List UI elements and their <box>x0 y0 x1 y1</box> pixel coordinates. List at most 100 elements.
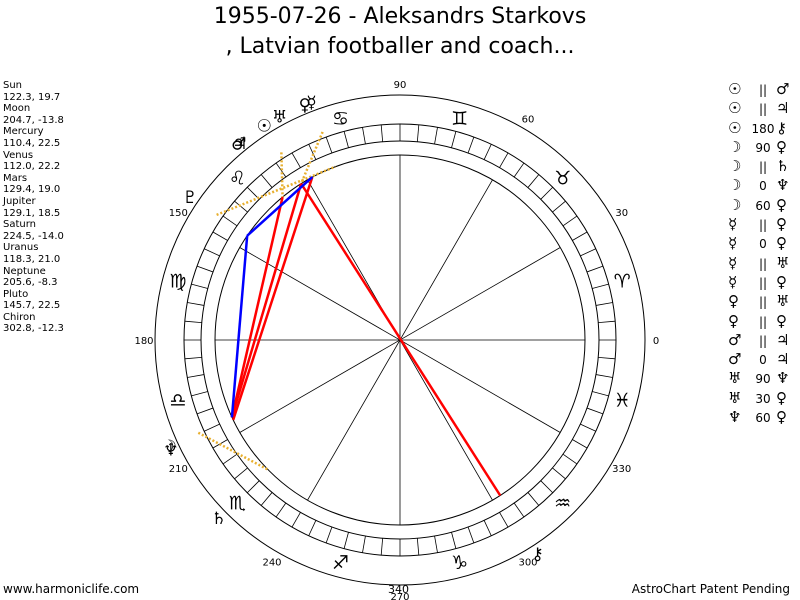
aspect-row: ☽ 0 ♆ <box>728 176 796 195</box>
degree-tick <box>184 320 202 324</box>
degree-tick <box>552 467 566 480</box>
degree-tick <box>499 512 509 528</box>
uranus-glyph-icon: ♅ <box>272 107 287 127</box>
mercury-glyph-icon: ☿ <box>306 93 316 113</box>
conjunction-dotted-line <box>216 165 336 217</box>
degree-tick <box>308 144 317 160</box>
degree-label: 60 <box>522 114 535 125</box>
degree-tick <box>291 512 301 528</box>
degree-tick <box>325 136 333 154</box>
degree-tick <box>191 391 208 397</box>
degree-tick <box>586 407 604 415</box>
venus-glyph-icon: ♀ <box>299 95 311 115</box>
aspect-planet1-glyph: ☽ <box>728 157 742 176</box>
degree-tick <box>187 302 205 306</box>
aspect-planet1-glyph: ☿ <box>728 234 738 253</box>
sagittarius-icon: ♐ <box>332 552 349 574</box>
aspect-row: ♀ || ♅ <box>728 292 796 311</box>
planet-name-chiron: Chiron <box>3 311 36 323</box>
aspect-type: 0 <box>759 179 767 194</box>
cancer-icon: ♋ <box>332 108 349 130</box>
degree-label: 30 <box>615 208 628 219</box>
degree-tick <box>275 502 287 518</box>
footer-patent: AstroChart Patent Pending <box>631 582 790 596</box>
aspect-row: ☿ || ♀ <box>728 215 796 234</box>
degree-tick <box>595 374 613 378</box>
degree-tick <box>416 124 420 142</box>
degree-label: 300 <box>518 558 537 569</box>
degree-tick <box>467 136 475 154</box>
aspect-type: 180 <box>751 121 775 136</box>
aspect-row: ♂ 0 ♃ <box>728 350 796 369</box>
aspect-planet2-glyph: ♀ <box>776 311 787 330</box>
planet-coords-pluto: 145.7, 22.5 <box>3 300 61 312</box>
conjunction-dotted-line <box>197 431 269 471</box>
degree-tick <box>343 532 349 549</box>
aspect-row: ♅ 30 ♀ <box>728 389 796 408</box>
degree-tick <box>246 480 260 494</box>
pluto-glyph-icon: ♇ <box>183 188 198 208</box>
footer-website: www.harmoniclife.com <box>3 582 140 596</box>
planet-coords-jupiter: 129.1, 18.5 <box>3 207 61 219</box>
degree-tick <box>196 407 214 415</box>
aspect-planet1-glyph: ☉ <box>728 80 742 98</box>
aspect-type: || <box>758 83 768 97</box>
degree-tick <box>552 200 566 213</box>
planet-name-mercury: Mercury <box>3 126 44 138</box>
degree-tick <box>325 526 333 544</box>
conjunction-dotted-line <box>299 131 324 185</box>
degree-label: 90 <box>394 80 407 91</box>
planet-name-venus: Venus <box>3 149 34 161</box>
aspect-planet1-glyph: ☿ <box>728 272 738 291</box>
aspect-line-uranus-pluto <box>246 176 314 237</box>
aspect-row: ☽ || ♄ <box>728 157 796 176</box>
degree-tick <box>513 502 525 518</box>
aspect-planet1-glyph: ☉ <box>728 99 742 118</box>
degree-label: 240 <box>262 558 281 569</box>
degree-label: 0 <box>653 336 659 347</box>
gemini-icon: ♊ <box>451 108 468 130</box>
aspect-planet2-glyph: ♀ <box>776 195 787 214</box>
aspect-type: || <box>758 295 768 310</box>
planet-name-pluto: Pluto <box>3 288 29 300</box>
aspect-planet1-glyph: ♂ <box>728 350 742 369</box>
degree-tick <box>451 532 457 549</box>
aspect-row: ☉ 180 ⚷ <box>728 119 796 138</box>
degree-tick <box>451 131 457 148</box>
degree-label: 330 <box>612 464 631 475</box>
degree-tick <box>434 535 438 553</box>
aspect-row: ☉ || ♃ <box>728 99 796 118</box>
aspect-row: ☿ || ♅ <box>728 254 796 273</box>
degree-tick <box>483 144 492 160</box>
degree-tick <box>483 520 492 536</box>
degree-tick <box>598 320 616 324</box>
degree-tick <box>234 200 248 213</box>
degree-tick <box>527 174 540 188</box>
aspect-line-sun-chiron <box>300 182 502 497</box>
aspect-type: 0 <box>759 237 767 252</box>
conjunction-dotted-line <box>280 152 284 198</box>
aspect-planet2-glyph: ♀ <box>776 137 787 156</box>
aspect-planet1-glyph: ☿ <box>728 215 738 234</box>
aspect-type: 0 <box>759 353 767 368</box>
degree-tick <box>380 124 384 142</box>
degree-tick <box>592 391 609 397</box>
degree-tick <box>540 186 554 200</box>
aries-icon: ♈ <box>614 270 631 292</box>
degree-tick <box>586 265 604 273</box>
degree-tick <box>222 215 238 227</box>
degree-tick <box>467 526 475 544</box>
degree-tick <box>592 283 609 289</box>
planet-name-sun: Sun <box>3 80 23 91</box>
planet-coords-sun: 122.3, 19.7 <box>3 91 61 103</box>
aspect-planet2-glyph: ⚷ <box>776 118 787 137</box>
aspect-row: ☿ || ♀ <box>728 273 796 292</box>
aspect-planet2-glyph: ♀ <box>776 408 787 427</box>
leo-icon: ♌ <box>229 167 246 189</box>
aspect-row: ♂ || ♃ <box>728 331 796 350</box>
degree-tick <box>308 520 317 536</box>
aspect-planet2-glyph: ♂ <box>776 80 790 98</box>
aspect-planet1-glyph: ☿ <box>728 253 738 272</box>
planet-coords-mercury: 110.4, 22.5 <box>3 137 61 149</box>
degree-tick <box>212 231 228 241</box>
